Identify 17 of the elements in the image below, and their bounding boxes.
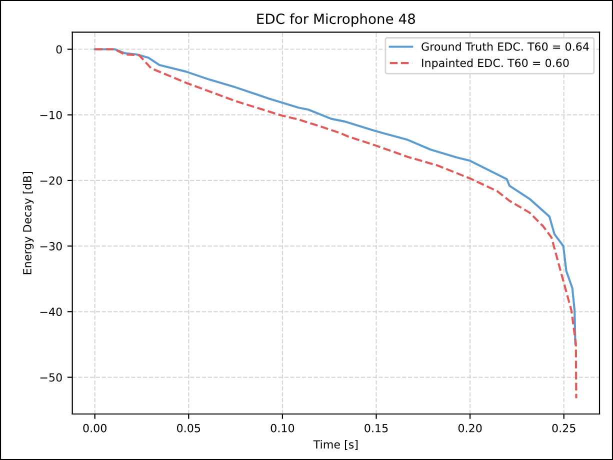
y-axis-title: Energy Decay [dB] — [22, 172, 34, 274]
x-tick-label: 0.00 — [83, 424, 106, 432]
x-tick-label: 0.05 — [177, 424, 200, 432]
y-tick-label: 0 — [56, 45, 62, 54]
y-tick-label: −20 — [40, 176, 62, 185]
y-tick-label: −10 — [40, 110, 62, 120]
chart-title: EDC for Microphone 48 — [257, 13, 415, 27]
x-tick-label: 0.15 — [364, 424, 388, 432]
legend-label: Ground Truth EDC. T60 = 0.64 — [422, 42, 589, 51]
y-tick-label: −40 — [40, 308, 62, 316]
x-tick-label: 0.20 — [458, 424, 482, 432]
x-axis-title: Time [s] — [313, 440, 358, 450]
x-tick-label: 0.10 — [270, 424, 294, 432]
y-tick-label: −30 — [40, 242, 62, 250]
legend-label: Inpainted EDC. T60 = 0.60 — [422, 58, 569, 70]
y-tick-label: −50 — [40, 373, 62, 382]
x-tick-label: 0.25 — [552, 424, 576, 432]
